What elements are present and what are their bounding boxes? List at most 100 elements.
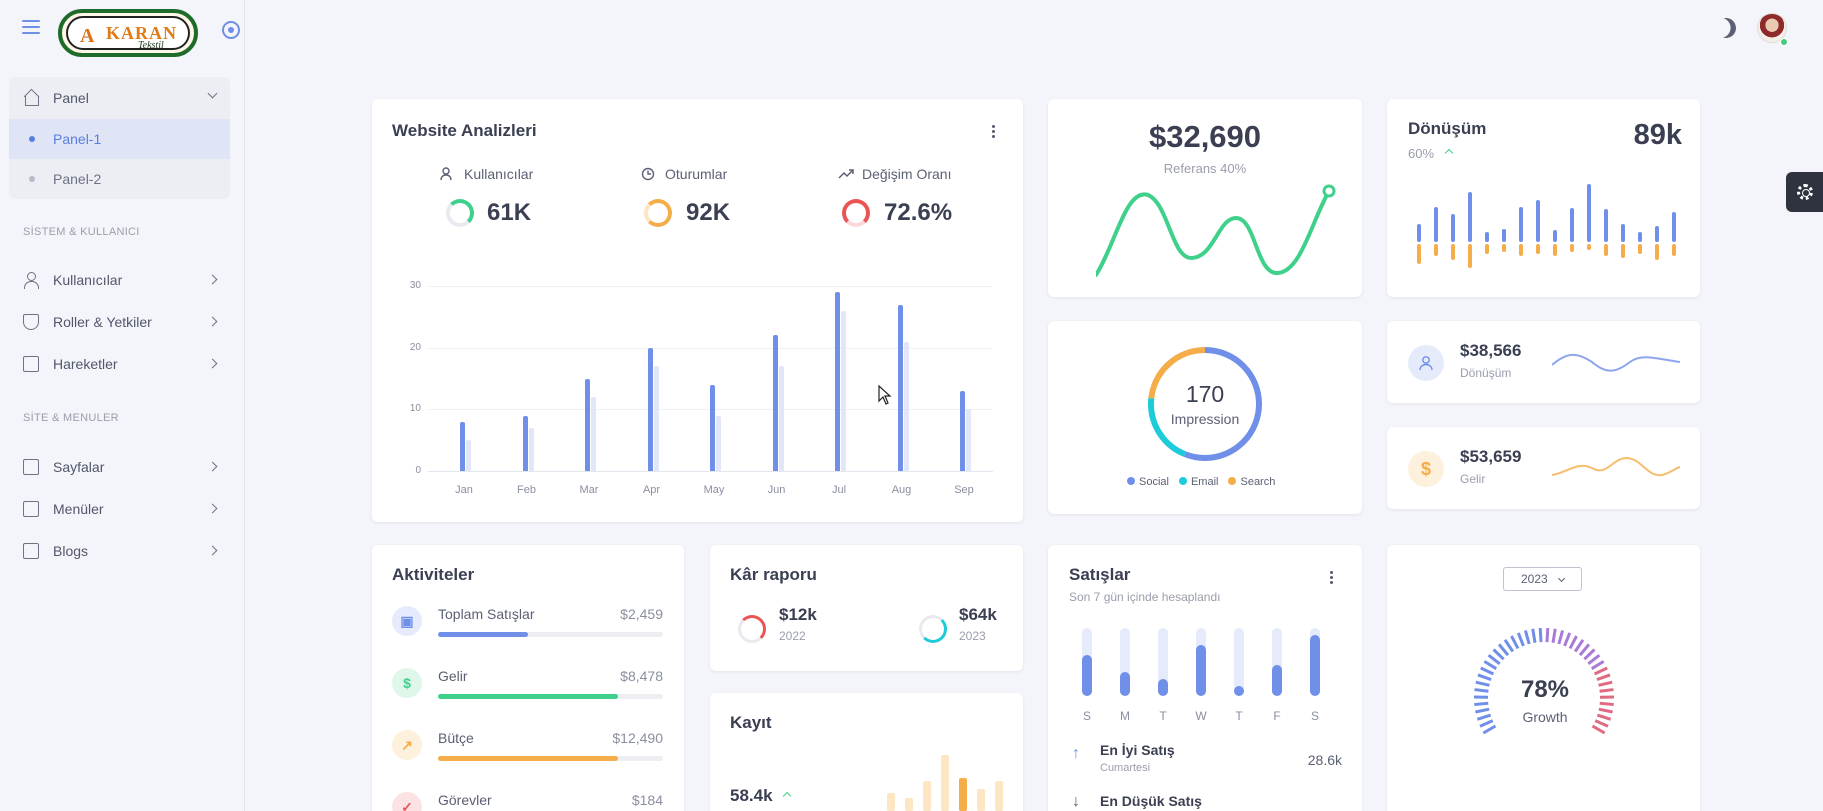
gauge-tick — [1483, 660, 1498, 670]
chevron-right-icon — [207, 461, 218, 472]
gauge-tick — [1480, 666, 1495, 676]
mini-stat-label: Gelir — [1460, 472, 1486, 486]
sales-bar-track — [1272, 628, 1282, 696]
chart-bar — [528, 427, 534, 471]
moon-icon[interactable] — [1713, 15, 1739, 41]
card-title: Satışlar — [1069, 565, 1131, 584]
sidebar-item-panel-1[interactable]: Panel-1 — [9, 119, 230, 159]
chevron-right-icon — [207, 545, 218, 556]
sessions-ring — [644, 199, 672, 227]
stat-value-sessions: 92K — [686, 199, 731, 226]
day-label: S — [1310, 709, 1319, 723]
stat-value-users: 61K — [487, 199, 532, 226]
sales-subtitle: Son 7 gün içinde hesaplandı — [1069, 590, 1221, 604]
chart-bar — [591, 397, 596, 471]
conversion-bar — [1553, 230, 1557, 242]
target-icon[interactable] — [222, 21, 240, 39]
gauge-tick — [1475, 680, 1490, 687]
conversion-bar — [1587, 244, 1591, 250]
settings-button[interactable] — [1786, 172, 1823, 212]
company-logo[interactable]: A KARAN Tekstil — [58, 9, 198, 57]
conversion-bar — [1468, 244, 1472, 268]
conversion-bar — [1417, 224, 1421, 242]
users-ring — [446, 199, 474, 227]
chevron-right-icon — [207, 316, 218, 327]
profit-year: 2022 — [779, 629, 806, 643]
activity-value: $12,490 — [612, 730, 663, 746]
gauge-tick — [1563, 632, 1572, 647]
day-label: W — [1195, 709, 1207, 723]
sidebar-item-menus[interactable]: Menüler — [9, 489, 230, 529]
avatar[interactable] — [1757, 13, 1787, 43]
day-label: M — [1120, 709, 1130, 723]
sales-bar-track — [1234, 628, 1244, 696]
x-tick-label: Aug — [891, 484, 912, 496]
home-icon — [23, 90, 39, 106]
arrow-up-icon — [1444, 148, 1454, 158]
more-vertical-icon[interactable] — [1330, 571, 1334, 585]
stat-label-change: Değişim Oranı — [862, 166, 952, 182]
conversion-bar — [1621, 224, 1625, 242]
referral-wave-chart — [1096, 184, 1336, 277]
user-icon — [1408, 345, 1444, 381]
gauge-tick — [1474, 701, 1489, 707]
gauge-tick — [1573, 639, 1585, 653]
sales-bar — [1310, 634, 1320, 696]
conversion-bar — [1434, 244, 1438, 256]
register-bar — [887, 793, 895, 811]
gauge-tick — [1538, 628, 1543, 643]
grid-line — [428, 286, 993, 287]
archive-icon — [23, 501, 39, 517]
chevron-down-icon — [207, 88, 218, 99]
sidebar-item-pages[interactable]: Sayfalar — [9, 447, 230, 487]
gauge-tick — [1474, 688, 1489, 693]
mini-stat-label: Dönüşüm — [1460, 366, 1512, 380]
sidebar-item-blogs[interactable]: Blogs — [9, 531, 230, 571]
sidebar-item-moves[interactable]: Hareketler — [9, 344, 230, 384]
gauge-tick — [1587, 654, 1601, 665]
sidebar-item-panel[interactable]: Panel — [9, 77, 230, 119]
list-icon — [23, 356, 39, 372]
user-icon — [440, 167, 452, 181]
box-icon: ▣ — [392, 606, 422, 636]
sales-bar-track — [1158, 628, 1168, 696]
sales-bar-track — [1120, 628, 1130, 696]
clock-icon — [641, 167, 655, 181]
sidebar-item-panel-2[interactable]: Panel-2 — [9, 159, 230, 199]
best-sale-label: En İyi Satış — [1100, 742, 1175, 758]
gauge-tick — [1551, 628, 1557, 643]
activity-value: $8,478 — [620, 668, 663, 684]
legend-item: Social — [1127, 476, 1169, 488]
menu-toggle-icon[interactable] — [22, 20, 40, 34]
day-label: S — [1082, 709, 1091, 723]
conversion-bar — [1604, 209, 1608, 242]
chart-bar — [966, 409, 971, 471]
brand-bar: A KARAN Tekstil — [0, 0, 245, 66]
gauge-tick — [1596, 713, 1612, 721]
sidebar-item-roles[interactable]: Roller & Yetkiler — [9, 302, 230, 342]
section-title-system: SİSTEM & KULLANICI — [23, 226, 140, 238]
register-bar — [905, 798, 913, 811]
day-label: T — [1159, 709, 1167, 723]
register-card: Kayıt 58.4k — [710, 693, 1023, 811]
activity-label: Bütçe — [438, 730, 474, 746]
activity-label: Görevler — [438, 792, 492, 808]
x-tick-label: Jun — [767, 484, 786, 496]
sidebar-item-users[interactable]: Kullanıcılar — [9, 260, 230, 300]
chart-bar — [960, 390, 965, 471]
y-tick-label: 10 — [409, 403, 421, 414]
conversion-bar — [1621, 244, 1625, 258]
chart-bar — [903, 341, 909, 471]
conversion-bar — [1451, 214, 1455, 242]
impression-card: 170 Impression Social Email Search — [1048, 321, 1362, 514]
sales-bar — [1234, 685, 1244, 696]
gauge-tick — [1578, 643, 1591, 657]
activity-progress — [438, 756, 663, 761]
more-vertical-icon[interactable] — [992, 125, 996, 139]
mini-stat-card: $38,566 Dönüşüm — [1387, 321, 1700, 403]
card-title: Dönüşüm — [1408, 119, 1487, 138]
year-select[interactable]: 2023 — [1503, 567, 1582, 591]
chart-bar — [778, 366, 784, 471]
impression-donut — [1148, 347, 1262, 461]
gauge-tick — [1557, 630, 1565, 645]
